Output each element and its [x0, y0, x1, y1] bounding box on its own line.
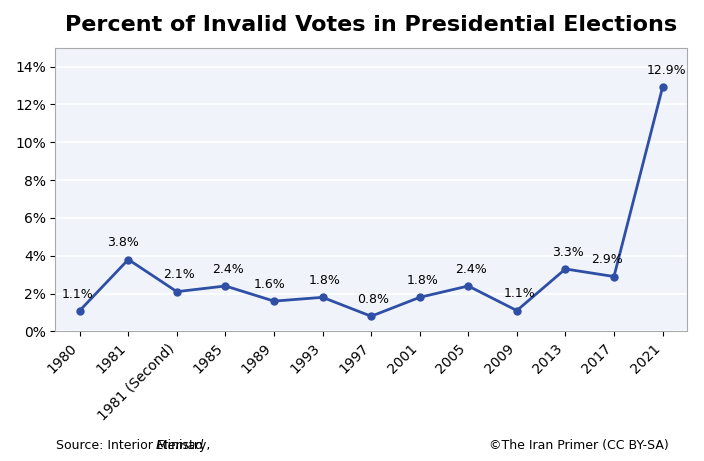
- Text: 3.8%: 3.8%: [108, 236, 139, 249]
- Text: 0.8%: 0.8%: [358, 293, 389, 306]
- Text: Etemad: Etemad: [155, 439, 203, 452]
- Text: ©The Iran Primer (CC BY-SA): ©The Iran Primer (CC BY-SA): [489, 439, 669, 452]
- Title: Percent of Invalid Votes in Presidential Elections: Percent of Invalid Votes in Presidential…: [65, 15, 677, 35]
- Text: 2.4%: 2.4%: [212, 263, 244, 276]
- Text: 1.1%: 1.1%: [503, 287, 535, 300]
- Text: 1.8%: 1.8%: [406, 274, 438, 287]
- Text: 1.6%: 1.6%: [253, 278, 285, 291]
- Text: 1.1%: 1.1%: [61, 288, 93, 301]
- Text: 1.8%: 1.8%: [309, 274, 341, 287]
- Text: 2.9%: 2.9%: [591, 253, 622, 266]
- Text: Source: Interior Ministry,: Source: Interior Ministry,: [56, 439, 215, 452]
- Text: 3.3%: 3.3%: [552, 246, 584, 259]
- Text: 12.9%: 12.9%: [646, 64, 686, 77]
- Text: 2.1%: 2.1%: [163, 268, 195, 281]
- Text: 2.4%: 2.4%: [455, 263, 486, 276]
